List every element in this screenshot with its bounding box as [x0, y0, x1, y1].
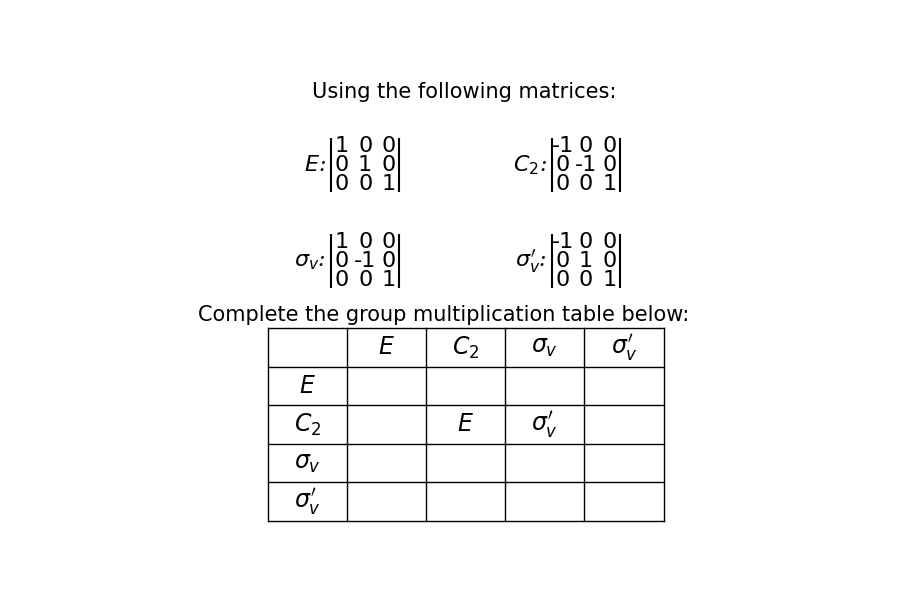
Text: 0: 0: [555, 251, 570, 271]
Text: 0: 0: [602, 251, 616, 271]
Text: -1: -1: [354, 251, 376, 271]
Text: 1: 1: [335, 136, 349, 156]
Text: 0: 0: [334, 271, 349, 291]
Text: 1: 1: [602, 174, 616, 194]
Text: 0: 0: [555, 155, 570, 175]
Text: 0: 0: [358, 271, 372, 291]
Text: 0: 0: [358, 174, 372, 194]
Text: $E$: $E$: [458, 413, 475, 436]
Text: 1: 1: [381, 271, 395, 291]
Text: $\sigma_v$: $\sigma_v$: [294, 451, 322, 475]
Text: $E$:: $E$:: [304, 154, 326, 176]
Text: $C_2$:: $C_2$:: [513, 153, 547, 177]
Text: Complete the group multiplication table below:: Complete the group multiplication table …: [198, 305, 689, 325]
Text: 0: 0: [579, 174, 593, 194]
Text: 0: 0: [579, 232, 593, 252]
Text: 0: 0: [334, 251, 349, 271]
Text: 0: 0: [602, 232, 616, 252]
Text: $\sigma_v$:: $\sigma_v$:: [294, 250, 326, 272]
Text: 0: 0: [358, 136, 372, 156]
Text: 0: 0: [602, 136, 616, 156]
Text: -1: -1: [552, 232, 573, 252]
Text: $C_2$: $C_2$: [294, 411, 322, 437]
Text: $C_2$: $C_2$: [452, 334, 479, 361]
Text: $E$: $E$: [299, 374, 316, 398]
Text: 0: 0: [334, 174, 349, 194]
Text: $E$: $E$: [379, 336, 395, 359]
Text: 0: 0: [334, 155, 349, 175]
Text: 0: 0: [602, 155, 616, 175]
Text: 0: 0: [381, 136, 396, 156]
Text: 0: 0: [579, 136, 593, 156]
Text: 1: 1: [358, 155, 372, 175]
Text: $\sigma_v'$: $\sigma_v'$: [611, 332, 638, 363]
Text: $\sigma_v$: $\sigma_v$: [532, 336, 558, 359]
Text: 0: 0: [381, 232, 396, 252]
Text: 0: 0: [381, 251, 396, 271]
Text: -1: -1: [552, 136, 573, 156]
Text: 0: 0: [555, 174, 570, 194]
Text: 1: 1: [381, 174, 395, 194]
Text: 0: 0: [579, 271, 593, 291]
Text: -1: -1: [575, 155, 597, 175]
Text: 0: 0: [381, 155, 396, 175]
Text: 1: 1: [602, 271, 616, 291]
Text: $\sigma_v'$: $\sigma_v'$: [532, 409, 558, 440]
Text: 1: 1: [579, 251, 593, 271]
Text: 0: 0: [555, 271, 570, 291]
Text: $\sigma_v'$:: $\sigma_v'$:: [516, 247, 547, 275]
Text: 0: 0: [358, 232, 372, 252]
Text: 1: 1: [335, 232, 349, 252]
Text: $\sigma_v'$: $\sigma_v'$: [294, 486, 322, 517]
Text: Using the following matrices:: Using the following matrices:: [313, 82, 616, 102]
